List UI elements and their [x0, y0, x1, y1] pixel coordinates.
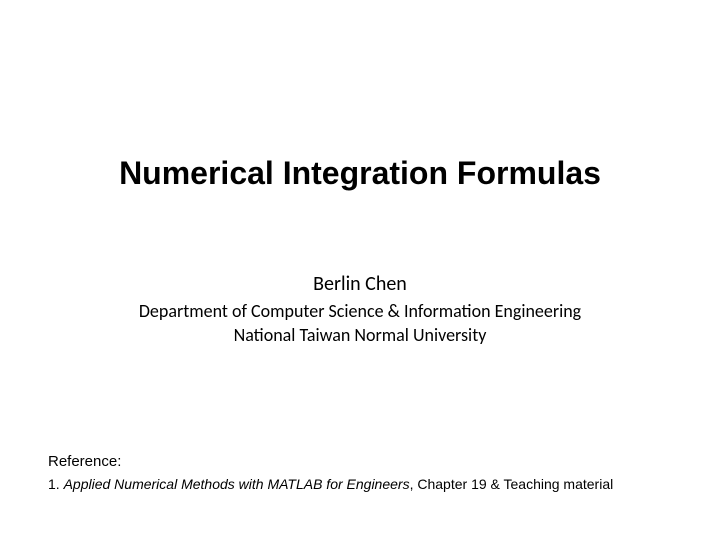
reference-prefix: 1.	[48, 476, 64, 492]
author-department: Department of Computer Science & Informa…	[0, 300, 720, 322]
slide-title: Numerical Integration Formulas	[0, 155, 720, 192]
reference-label: Reference:	[48, 453, 672, 470]
author-name: Berlin Chen	[0, 272, 720, 296]
author-block: Berlin Chen Department of Computer Scien…	[0, 272, 720, 346]
author-university: National Taiwan Normal University	[0, 324, 720, 346]
reference-suffix: , Chapter 19 & Teaching material	[410, 476, 614, 492]
reference-item: 1. Applied Numerical Methods with MATLAB…	[48, 476, 672, 492]
slide-container: Numerical Integration Formulas Berlin Ch…	[0, 0, 720, 540]
reference-block: Reference: 1. Applied Numerical Methods …	[48, 453, 672, 492]
reference-book-title: Applied Numerical Methods with MATLAB fo…	[64, 476, 410, 492]
